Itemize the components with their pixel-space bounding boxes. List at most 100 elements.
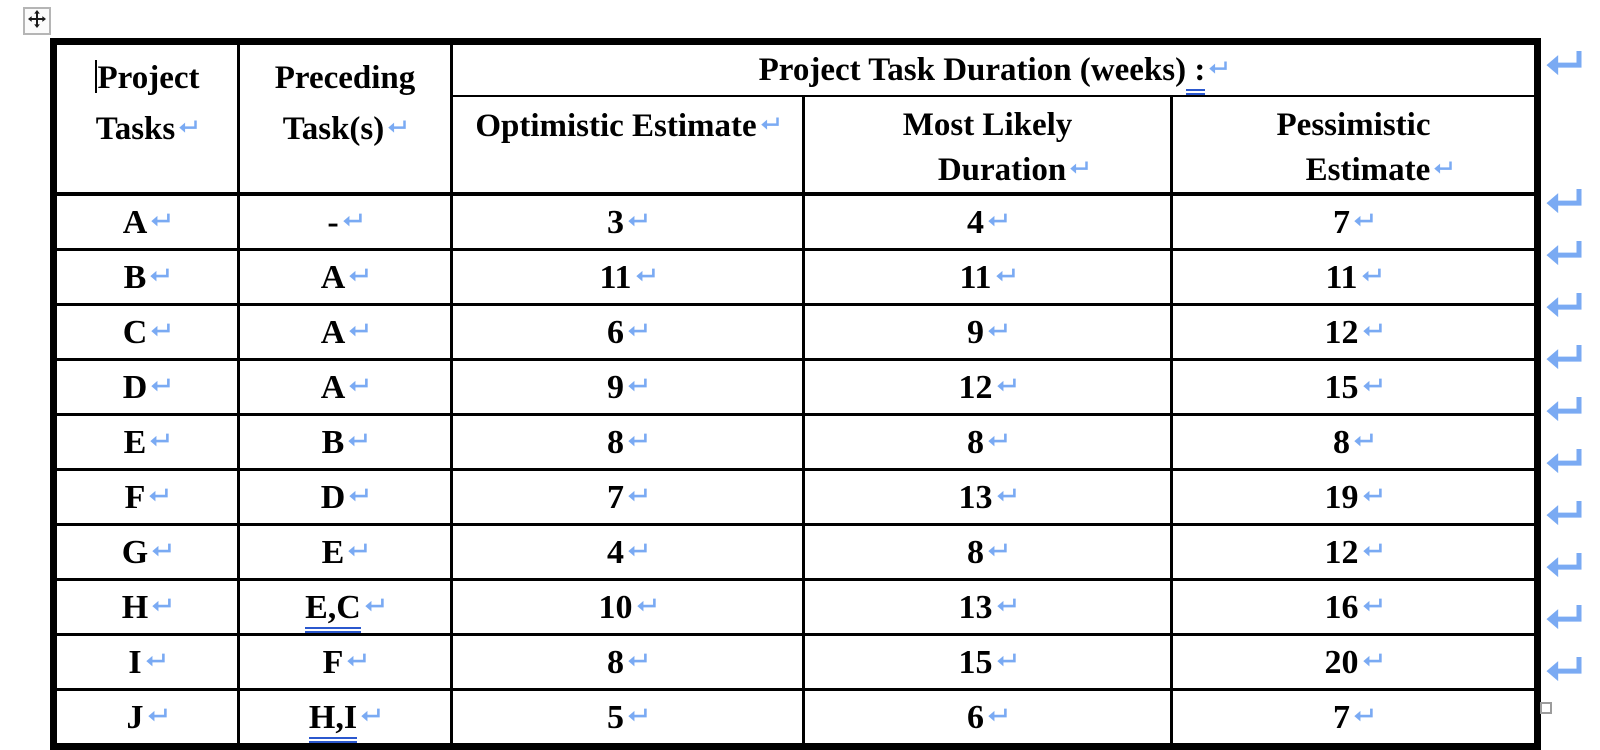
paragraph-mark-icon [987,205,1008,239]
paragraph-mark-icon [348,480,369,514]
cell-preceding[interactable]: B [237,413,453,472]
cell-preceding[interactable]: D [237,468,453,527]
table-move-handle[interactable] [23,7,51,35]
paragraph-mark-icon [1362,590,1383,624]
cell-task[interactable]: C [52,303,240,362]
table-row: A - 3 4 7 [52,192,1539,252]
end-of-row-mark-icon [1544,496,1584,536]
paragraph-mark-icon [636,590,657,624]
cell-most-likely[interactable]: 11 [802,248,1173,307]
cell-most-likely[interactable]: 9 [802,303,1173,362]
cell-task[interactable]: I [52,633,240,692]
cell-most-likely[interactable]: 13 [802,468,1173,527]
paragraph-mark-icon [627,425,648,459]
cell-optimistic[interactable]: 8 [450,633,805,692]
paragraph-mark-icon [347,425,368,459]
cell-pessimistic[interactable]: 7 [1170,688,1539,749]
paragraph-mark-icon [1361,260,1382,294]
cell-pessimistic[interactable]: 15 [1170,358,1539,417]
cell-optimistic[interactable]: 10 [450,578,805,637]
grammar-underlined-text: : [1186,52,1206,95]
paragraph-mark-icon [148,480,169,514]
cell-pessimistic[interactable]: 16 [1170,578,1539,637]
most-likely-value: 13 [958,588,993,626]
cell-optimistic[interactable]: 3 [450,192,805,252]
cell-most-likely[interactable]: 4 [802,192,1173,252]
paragraph-mark-icon [346,645,367,679]
paragraph-mark-icon [1353,205,1374,239]
cell-task[interactable]: D [52,358,240,417]
cell-preceding[interactable]: E,C [237,578,453,637]
task-label: C [122,313,148,351]
cell-pessimistic[interactable]: 8 [1170,413,1539,472]
cell-most-likely[interactable]: 15 [802,633,1173,692]
cell-pessimistic[interactable]: 19 [1170,468,1539,527]
cell-most-likely[interactable]: 13 [802,578,1173,637]
cell-optimistic[interactable]: 4 [450,523,805,582]
paragraph-mark-icon [987,425,1008,459]
preceding-label: D [320,478,346,516]
header-optimistic[interactable]: Optimistic Estimate [450,94,805,197]
task-label: A [122,203,148,241]
cell-preceding[interactable]: A [237,358,453,417]
cell-optimistic[interactable]: 9 [450,358,805,417]
cell-preceding[interactable]: E [237,523,453,582]
cell-optimistic[interactable]: 5 [450,688,805,749]
paragraph-mark-icon [347,535,368,569]
paragraph-mark-icon [151,590,172,624]
header-pessimistic[interactable]: Pessimistic Estimate [1170,94,1539,197]
cell-task[interactable]: E [52,413,240,472]
optimistic-value: 5 [607,698,624,736]
task-label: B [123,258,147,296]
cell-pessimistic[interactable]: 11 [1170,248,1539,307]
cell-task[interactable]: J [52,688,240,749]
paragraph-mark-icon [1362,480,1383,514]
cell-most-likely[interactable]: 12 [802,358,1173,417]
cell-pessimistic[interactable]: 20 [1170,633,1539,692]
table-resize-handle[interactable] [1540,702,1552,714]
paragraph-mark-icon [627,370,648,404]
table-row: D A 9 12 15 [52,358,1539,417]
cell-optimistic[interactable]: 7 [450,468,805,527]
preceding-label: A [320,368,346,406]
cell-most-likely[interactable]: 6 [802,688,1173,749]
cell-task[interactable]: H [52,578,240,637]
cell-task[interactable]: A [52,192,240,252]
preceding-label: - [327,203,339,241]
header-most-likely[interactable]: Most Likely Duration [802,94,1173,197]
paragraph-mark-icon [1353,700,1374,734]
cell-most-likely[interactable]: 8 [802,523,1173,582]
paragraph-mark-icon [149,260,170,294]
paragraph-mark-icon [1208,52,1228,87]
grammar-underlined-text: E,C [305,588,361,632]
cell-optimistic[interactable]: 11 [450,248,805,307]
most-likely-value: 15 [958,643,993,681]
cell-pessimistic[interactable]: 7 [1170,192,1539,252]
header-preceding-tasks[interactable]: Preceding Task(s) [237,40,453,197]
cell-preceding[interactable]: A [237,303,453,362]
cell-most-likely[interactable]: 8 [802,413,1173,472]
paragraph-mark-icon [387,104,407,154]
cell-preceding[interactable]: H,I [237,688,453,749]
header-duration-group[interactable]: Project Task Duration (weeks) : [450,40,1539,97]
most-likely-value: 4 [967,203,984,241]
paragraph-mark-icon [147,700,168,734]
cell-pessimistic[interactable]: 12 [1170,303,1539,362]
cell-optimistic[interactable]: 6 [450,303,805,362]
cell-task[interactable]: B [52,248,240,307]
optimistic-value: 8 [607,423,624,461]
most-likely-value: 8 [967,533,984,571]
cell-preceding[interactable]: A [237,248,453,307]
cell-task[interactable]: G [52,523,240,582]
header-project-tasks[interactable]: Project Tasks [52,40,240,197]
cell-optimistic[interactable]: 8 [450,413,805,472]
paragraph-mark-icon [150,370,171,404]
cell-preceding[interactable]: F [237,633,453,692]
paragraph-mark-icon [987,700,1008,734]
paragraph-mark-icon [1353,425,1374,459]
paragraph-mark-icon [627,480,648,514]
cell-preceding[interactable]: - [237,192,453,252]
cell-pessimistic[interactable]: 12 [1170,523,1539,582]
cell-task[interactable]: F [52,468,240,527]
optimistic-value: 3 [607,203,624,241]
